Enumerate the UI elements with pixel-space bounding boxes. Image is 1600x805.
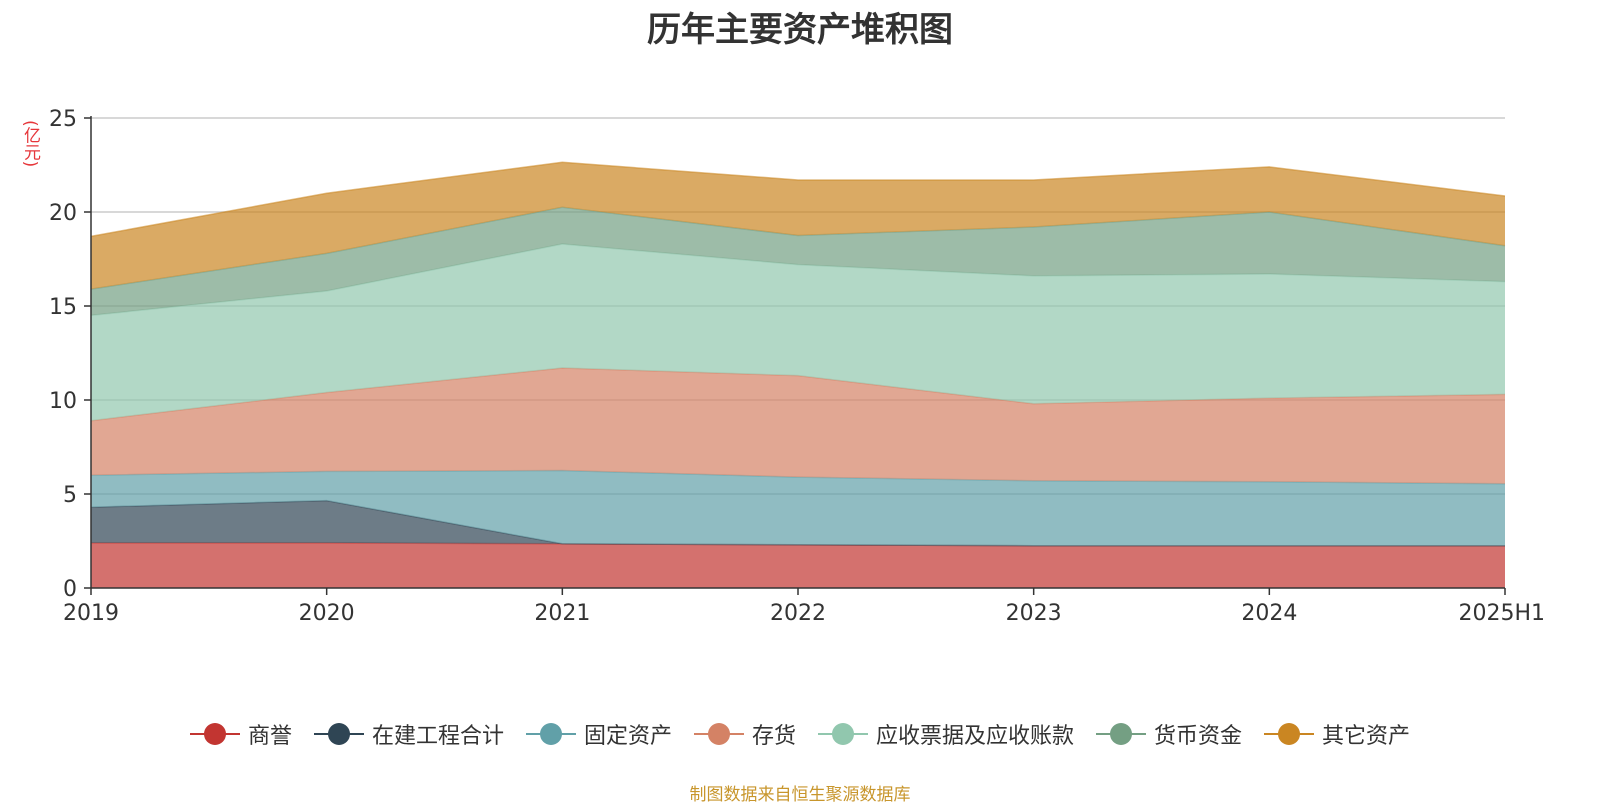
- y-tick-label: 15: [49, 295, 77, 320]
- x-tick-label: 2020: [299, 601, 355, 626]
- legend-marker-icon: [1096, 722, 1147, 746]
- legend-label: 其它资产: [1322, 724, 1411, 749]
- area-series-2: [91, 470, 1505, 546]
- y-tick-label: 5: [63, 483, 77, 508]
- y-axis-unit-label: (亿元): [20, 120, 40, 168]
- legend-label: 存货: [751, 724, 796, 749]
- legend-marker-icon: [313, 722, 364, 746]
- legend-item-0[interactable]: 商誉: [189, 718, 292, 750]
- area-series-5: [91, 207, 1505, 316]
- legend-item-5[interactable]: 货币资金: [1096, 718, 1242, 750]
- area-series-layer: [90, 161, 1506, 588]
- legend-item-3[interactable]: 存货: [693, 718, 796, 750]
- y-tick-label: 10: [49, 389, 77, 414]
- area-series-0: [91, 542, 1505, 588]
- legend-label: 固定资产: [583, 724, 672, 749]
- area-series-4: [91, 244, 1505, 421]
- x-tick-label: 2022: [770, 601, 826, 626]
- x-tick-label: 2021: [534, 601, 590, 626]
- data-source-note: 制图数据来自恒生聚源数据库: [689, 785, 911, 805]
- x-tick-label: 2024: [1241, 601, 1297, 626]
- legend-marker-icon: [525, 722, 576, 746]
- legend-label: 商誉: [247, 724, 292, 749]
- x-tick-label: 2019: [63, 601, 119, 626]
- axes: 0 5 10 15 20 25 2019 2020 2021 2022 2023 2024 2025H1: [49, 107, 1545, 626]
- legend-item-6[interactable]: 其它资产: [1264, 718, 1410, 750]
- chart-title: 历年主要资产堆积图: [647, 10, 953, 50]
- x-tick-label: 2025H1: [1458, 601, 1545, 626]
- legend-item-4[interactable]: 应收票据及应收账款: [818, 718, 1074, 750]
- area-series-1: [91, 500, 1505, 546]
- legend-label: 应收票据及应收账款: [876, 724, 1075, 749]
- legend-marker-icon: [189, 722, 240, 746]
- x-tick-label: 2023: [1006, 601, 1062, 626]
- legend-marker-icon: [1264, 722, 1315, 746]
- legend-marker-icon: [818, 722, 868, 746]
- area-series-edge-6: [90, 161, 1506, 238]
- legend-label: 货币资金: [1154, 724, 1243, 749]
- y-tick-label: 0: [63, 577, 77, 602]
- legend-marker-icon: [693, 722, 744, 746]
- area-series-3: [91, 368, 1505, 484]
- y-tick-label: 25: [49, 107, 77, 132]
- legend-label: 在建工程合计: [371, 724, 504, 749]
- legend-item-2[interactable]: 固定资产: [525, 718, 672, 750]
- legend-item-1[interactable]: 在建工程合计: [313, 718, 504, 750]
- y-tick-label: 20: [49, 201, 77, 226]
- chart-legend: 商誉 在建工程合计 固定资产 存货 应收票据及应收账款 货币资金 其它资产: [0, 718, 1600, 750]
- area-series-6: [91, 162, 1505, 290]
